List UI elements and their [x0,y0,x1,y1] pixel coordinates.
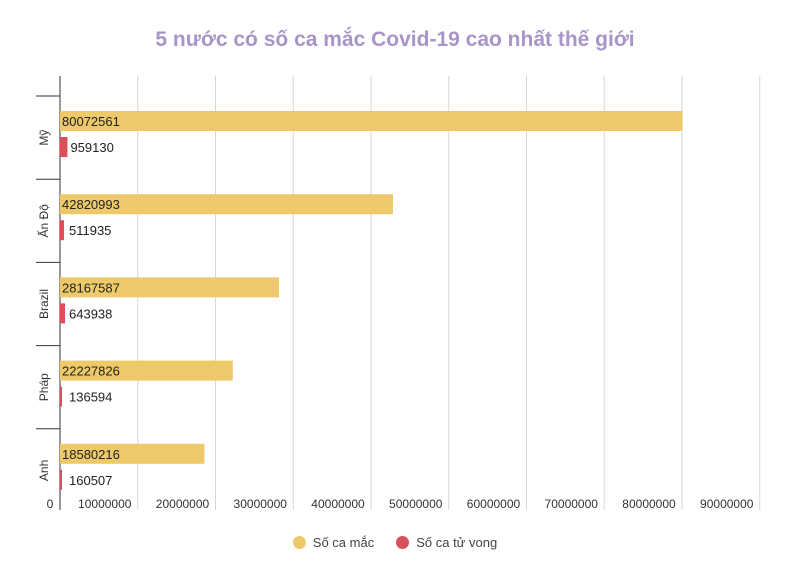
data-label: 160507 [69,473,112,488]
legend: Số ca mắc Số ca tử vong [0,535,790,550]
bar-cases [60,194,393,215]
legend-swatch-cases [292,536,306,549]
bar-deaths [60,220,64,241]
bar-deaths [60,386,62,407]
category-label: Pháp [37,373,51,401]
data-label: 136594 [69,390,112,405]
data-label: 42820993 [62,197,120,212]
legend-item-deaths[interactable]: Số ca tử vong [396,535,497,550]
data-label: 959130 [70,140,113,155]
x-tick-label: 90000000 [700,497,754,511]
x-tick-label: 40000000 [311,497,365,511]
x-tick-label: 50000000 [389,497,443,511]
bar-deaths [60,469,62,490]
bar-cases [60,277,280,298]
x-tick-label: 30000000 [234,497,288,511]
data-label: 511935 [69,223,111,238]
category-label: Mỹ [37,130,51,146]
data-label: 18580216 [62,447,120,462]
x-tick-label: 80000000 [622,497,676,511]
category-label: Brazil [37,289,51,319]
x-tick-label: 0 [47,497,54,511]
data-label: 28167587 [62,280,120,295]
x-tick-label: 70000000 [545,497,599,511]
legend-item-cases[interactable]: Số ca mắc [292,535,375,550]
x-tick-label: 20000000 [156,497,210,511]
x-tick-label: 10000000 [78,497,132,511]
legend-label-cases: Số ca mắc [312,535,375,550]
legend-swatch-deaths [396,536,410,549]
bar-cases [60,443,205,464]
data-label: 22227826 [62,364,120,379]
data-label: 643938 [69,306,112,321]
category-label: Ấn Độ [36,204,51,238]
category-label: Anh [37,460,51,481]
x-tick-label: 60000000 [467,497,521,511]
bar-cases [60,360,233,381]
bar-deaths [60,303,66,324]
data-label: 80072561 [62,114,120,129]
chart-title: 5 nước có số ca mắc Covid-19 cao nhất th… [155,28,635,51]
legend-label-deaths: Số ca tử vong [416,535,498,550]
bar-cases [60,111,683,131]
bar-deaths [60,137,68,157]
